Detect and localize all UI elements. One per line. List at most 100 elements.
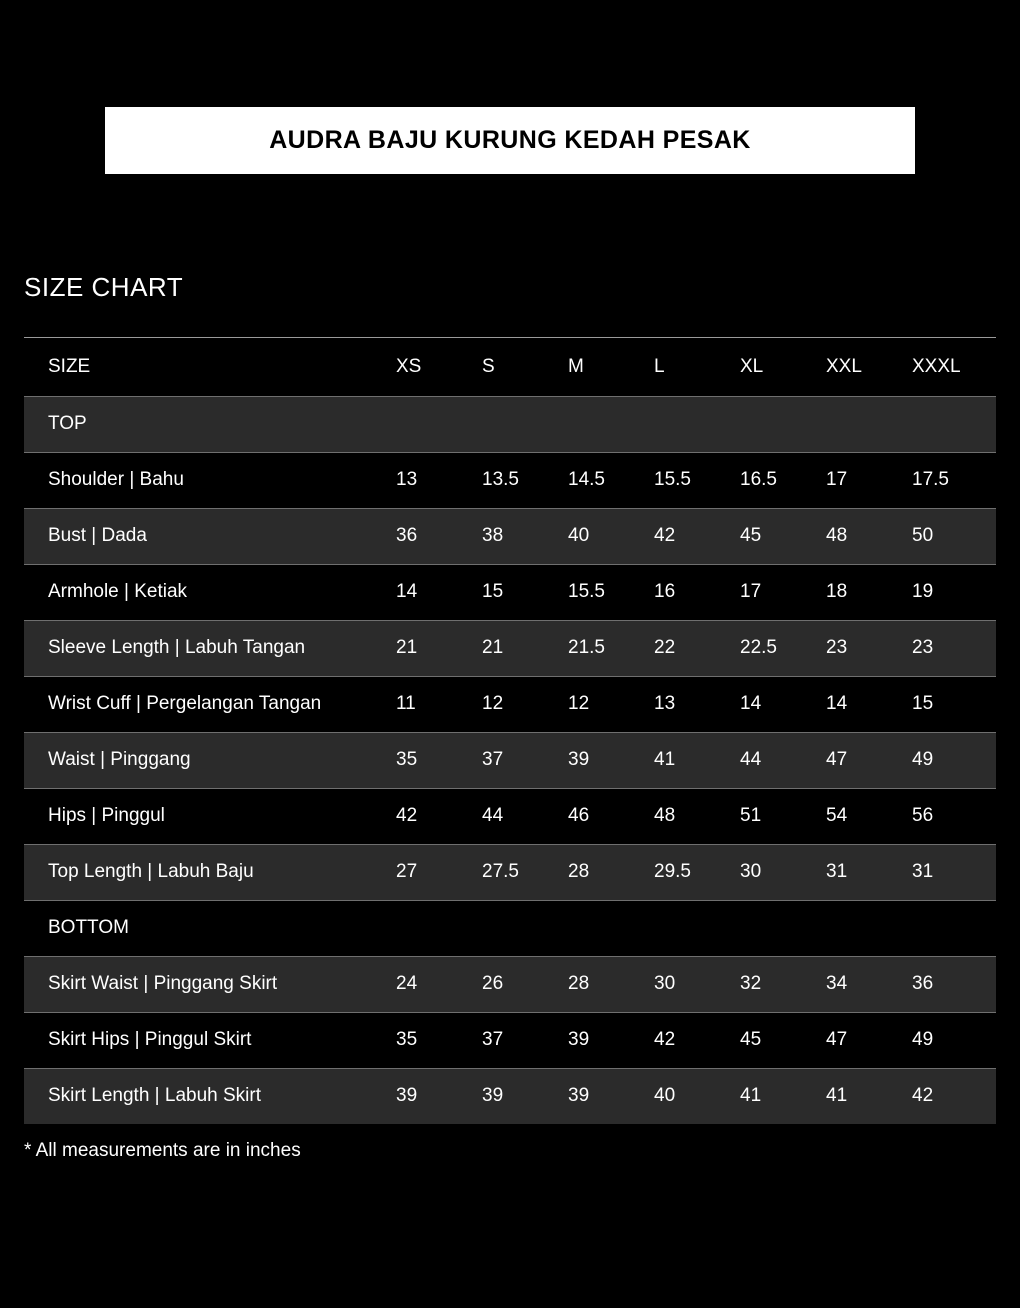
row-value-xxl: 23 bbox=[826, 637, 848, 658]
row-value-xs: 24 bbox=[396, 973, 418, 994]
column-header-xxl: XXL bbox=[826, 355, 862, 377]
row-value-xxxl: 56 bbox=[912, 805, 934, 826]
row-value-xs: 36 bbox=[396, 525, 418, 546]
column-header-size: SIZE bbox=[48, 355, 91, 377]
row-value-xl: 17 bbox=[740, 581, 762, 602]
row-value-s: 12 bbox=[482, 693, 504, 714]
row-value-xxl: 41 bbox=[826, 1085, 848, 1107]
row-value-m: 39 bbox=[568, 1085, 590, 1107]
table-row: Skirt Length | Labuh Skirt 39 39 39 40 4… bbox=[24, 1068, 996, 1124]
row-value-s: 13.5 bbox=[482, 469, 519, 490]
row-value-xxl: 18 bbox=[826, 581, 848, 602]
row-value-m: 39 bbox=[568, 1029, 590, 1050]
row-label: Skirt Length | Labuh Skirt bbox=[48, 1085, 261, 1107]
row-value-xxl: 17 bbox=[826, 469, 848, 490]
table-body: TOP Shoulder | Bahu 13 13.5 14.5 15.5 16… bbox=[24, 396, 996, 1124]
row-value-s: 37 bbox=[482, 1029, 504, 1050]
table-row: Top Length | Labuh Baju 27 27.5 28 29.5 … bbox=[24, 844, 996, 900]
column-header-m: M bbox=[568, 355, 584, 377]
group-header-row-top: TOP bbox=[24, 396, 996, 452]
row-value-xs: 42 bbox=[396, 805, 418, 826]
row-value-xl: 51 bbox=[740, 805, 762, 826]
row-value-m: 28 bbox=[568, 861, 590, 882]
table-row: Wrist Cuff | Pergelangan Tangan 11 12 12… bbox=[24, 676, 996, 732]
row-value-l: 42 bbox=[654, 525, 676, 546]
row-value-xs: 27 bbox=[396, 861, 418, 882]
column-header-xs: XS bbox=[396, 355, 422, 377]
row-value-xl: 45 bbox=[740, 525, 762, 546]
row-label: Skirt Waist | Pinggang Skirt bbox=[48, 973, 278, 994]
row-value-s: 15 bbox=[482, 581, 504, 602]
row-value-m: 12 bbox=[568, 693, 590, 714]
row-value-xxxl: 36 bbox=[912, 973, 934, 994]
row-value-xs: 14 bbox=[396, 581, 418, 602]
row-value-xxl: 14 bbox=[826, 693, 848, 714]
row-value-l: 41 bbox=[654, 749, 676, 770]
row-value-xxxl: 15 bbox=[912, 693, 934, 714]
table-row: Skirt Hips | Pinggul Skirt 35 37 39 42 4… bbox=[24, 1012, 996, 1068]
table-header-row: SIZE XS S M L XL XXL XXXL bbox=[24, 338, 996, 396]
row-value-xs: 35 bbox=[396, 1029, 418, 1050]
row-value-xl: 16.5 bbox=[740, 469, 777, 490]
table-row: Bust | Dada 36 38 40 42 45 48 50 bbox=[24, 508, 996, 564]
table-row: Armhole | Ketiak 14 15 15.5 16 17 18 19 bbox=[24, 564, 996, 620]
row-label: Shoulder | Bahu bbox=[48, 469, 184, 490]
row-value-s: 26 bbox=[482, 973, 504, 994]
column-header-xl: XL bbox=[740, 355, 764, 377]
table-top-rule bbox=[24, 337, 996, 338]
row-value-s: 39 bbox=[482, 1085, 504, 1107]
row-value-xxl: 48 bbox=[826, 525, 848, 546]
row-value-xl: 32 bbox=[740, 973, 762, 994]
row-value-l: 16 bbox=[654, 581, 676, 602]
row-value-l: 22 bbox=[654, 637, 676, 658]
row-value-l: 40 bbox=[654, 1085, 676, 1107]
row-value-l: 42 bbox=[654, 1029, 676, 1050]
row-value-xxxl: 17.5 bbox=[912, 469, 949, 490]
row-value-s: 21 bbox=[482, 637, 504, 658]
row-label: Hips | Pinggul bbox=[48, 805, 165, 826]
row-value-xxxl: 50 bbox=[912, 525, 934, 546]
row-value-xs: 13 bbox=[396, 469, 418, 490]
row-value-xxl: 54 bbox=[826, 805, 848, 826]
group-header-row-bottom: BOTTOM bbox=[24, 900, 996, 956]
row-value-m: 28 bbox=[568, 973, 590, 994]
section-heading: SIZE CHART bbox=[24, 272, 184, 302]
row-value-xxxl: 42 bbox=[912, 1085, 934, 1107]
group-label-top: TOP bbox=[48, 413, 87, 434]
row-value-xs: 21 bbox=[396, 637, 418, 658]
row-value-xxxl: 31 bbox=[912, 861, 934, 882]
row-value-m: 39 bbox=[568, 749, 590, 770]
row-value-xl: 41 bbox=[740, 1085, 762, 1107]
table-row: Waist | Pinggang 35 37 39 41 44 47 49 bbox=[24, 732, 996, 788]
row-value-s: 44 bbox=[482, 805, 504, 826]
title-banner: AUDRA BAJU KURUNG KEDAH PESAK bbox=[105, 107, 915, 174]
row-value-m: 15.5 bbox=[568, 581, 605, 602]
row-value-l: 15.5 bbox=[654, 469, 691, 490]
row-value-xxl: 31 bbox=[826, 861, 848, 882]
row-value-xs: 11 bbox=[396, 693, 416, 714]
row-value-l: 29.5 bbox=[654, 861, 691, 882]
row-value-l: 30 bbox=[654, 973, 676, 994]
row-label: Wrist Cuff | Pergelangan Tangan bbox=[48, 693, 322, 714]
row-label: Armhole | Ketiak bbox=[48, 581, 188, 602]
row-value-xxxl: 23 bbox=[912, 637, 934, 658]
group-label-bottom: BOTTOM bbox=[48, 917, 129, 938]
row-value-m: 14.5 bbox=[568, 469, 605, 490]
table-row: Skirt Waist | Pinggang Skirt 24 26 28 30… bbox=[24, 956, 996, 1012]
row-value-xxl: 34 bbox=[826, 973, 848, 994]
size-chart-table-container: SIZE XS S M L XL XXL XXXL TOP bbox=[24, 337, 996, 1124]
row-label: Sleeve Length | Labuh Tangan bbox=[48, 637, 306, 658]
row-value-l: 13 bbox=[654, 693, 676, 714]
column-header-l: L bbox=[654, 355, 665, 377]
measurement-units-footnote: * All measurements are in inches bbox=[24, 1140, 301, 1161]
row-label: Waist | Pinggang bbox=[48, 749, 191, 770]
row-value-xs: 35 bbox=[396, 749, 418, 770]
page-title: AUDRA BAJU KURUNG KEDAH PESAK bbox=[269, 126, 751, 154]
row-label: Skirt Hips | Pinggul Skirt bbox=[48, 1029, 252, 1050]
row-value-xxl: 47 bbox=[826, 749, 848, 770]
row-value-s: 37 bbox=[482, 749, 504, 770]
row-value-xxxl: 19 bbox=[912, 581, 934, 602]
row-value-xl: 30 bbox=[740, 861, 762, 882]
row-value-xl: 14 bbox=[740, 693, 762, 714]
row-value-xl: 44 bbox=[740, 749, 762, 770]
